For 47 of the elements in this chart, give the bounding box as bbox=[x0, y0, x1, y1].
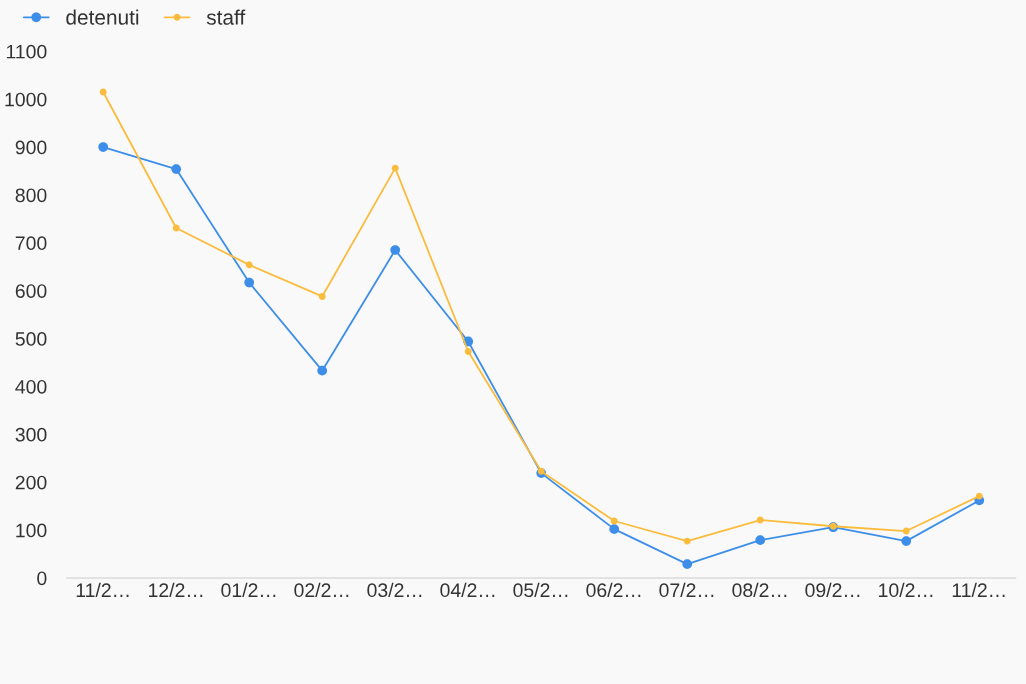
x-tick-label: 12/2… bbox=[149, 582, 203, 598]
y-tick-label: 600 bbox=[15, 284, 47, 298]
x-tick-label: 04/2… bbox=[440, 582, 495, 598]
point bbox=[171, 164, 182, 174]
point bbox=[464, 348, 472, 355]
x-tick-label: 10/2… bbox=[879, 582, 933, 598]
x-tick-label: 11/2… bbox=[952, 582, 1005, 598]
x-tick-label: 03/2… bbox=[367, 582, 422, 598]
y-tick-label: 700 bbox=[15, 236, 47, 251]
x-tick-label: 11/2… bbox=[76, 582, 129, 598]
y-tick-label: 500 bbox=[15, 332, 47, 346]
point bbox=[391, 164, 399, 172]
y-tick-label: 1000 bbox=[5, 92, 47, 107]
point bbox=[610, 517, 618, 525]
point bbox=[172, 224, 180, 232]
point bbox=[245, 261, 253, 269]
x-tick-label: 09/2… bbox=[805, 582, 860, 598]
point bbox=[901, 536, 912, 546]
x-tick-label: 06/2… bbox=[586, 582, 641, 598]
x-tick-label: 08/2… bbox=[732, 582, 787, 598]
point bbox=[98, 142, 109, 152]
x-tick-label: 01/2… bbox=[221, 582, 276, 598]
y-tick-label: 0 bbox=[37, 571, 47, 586]
point bbox=[244, 277, 255, 288]
x-tick-label: 07/2… bbox=[659, 582, 714, 598]
y-tick-label: 100 bbox=[16, 523, 47, 538]
y-tick-label: 900 bbox=[15, 140, 47, 155]
point bbox=[682, 559, 693, 569]
point bbox=[683, 537, 691, 545]
y-tick-label: 800 bbox=[15, 188, 47, 203]
y-tick-label: 400 bbox=[15, 379, 47, 394]
point bbox=[755, 535, 766, 546]
x-tick-label: 05/2… bbox=[513, 582, 568, 598]
point bbox=[318, 292, 326, 300]
y-tick-label: 1100 bbox=[6, 44, 47, 59]
y-tick-label: 300 bbox=[15, 427, 47, 442]
y-tick-label: 200 bbox=[15, 475, 47, 490]
point bbox=[975, 492, 983, 500]
legend-label: detenuti bbox=[66, 9, 139, 25]
point bbox=[609, 524, 620, 534]
x-tick-label: 02/2… bbox=[294, 582, 349, 598]
point bbox=[756, 516, 764, 524]
point bbox=[390, 245, 401, 255]
legend-label: staff bbox=[206, 9, 246, 25]
point bbox=[99, 88, 107, 96]
point bbox=[317, 365, 328, 376]
point bbox=[902, 527, 910, 535]
